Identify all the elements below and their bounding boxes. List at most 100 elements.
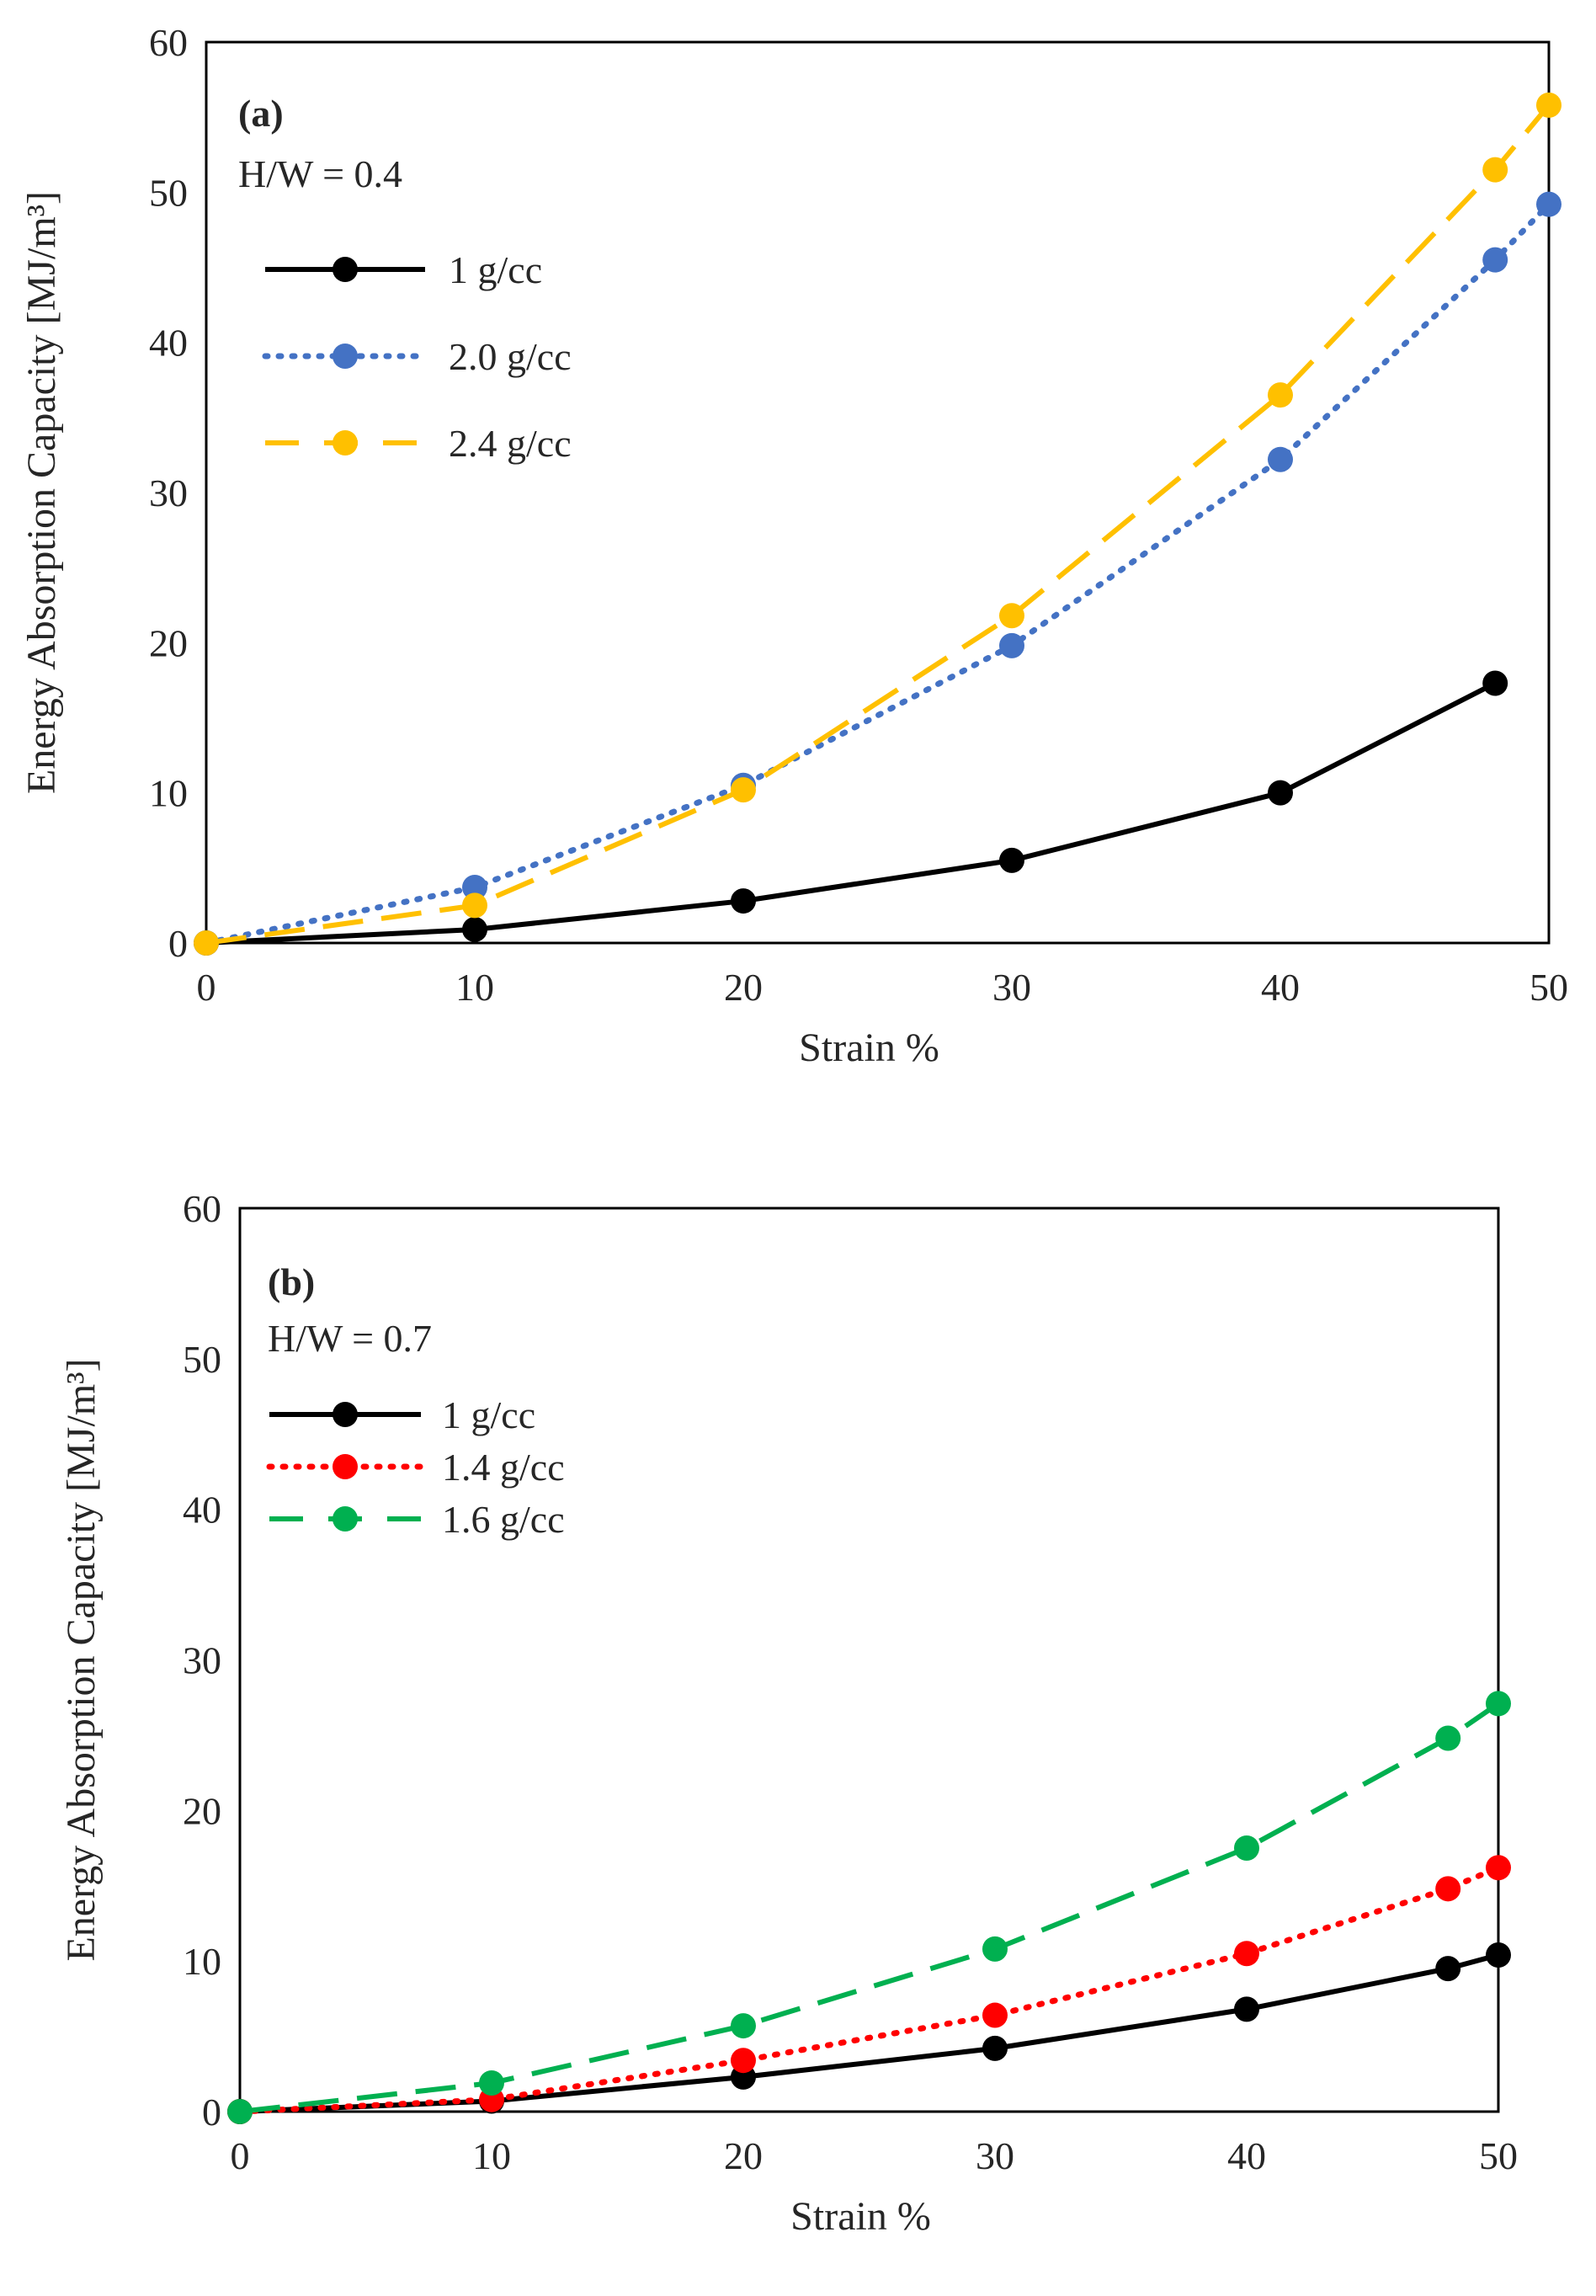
series-2-4-g-cc-group — [194, 92, 1561, 956]
legend-marker — [332, 344, 358, 369]
data-point — [982, 2035, 1008, 2061]
data-point — [999, 632, 1024, 658]
series-line — [205, 680, 1497, 946]
x-tick-label: 0 — [197, 966, 216, 1009]
x-tick-label: 10 — [472, 2134, 511, 2177]
data-point — [1268, 382, 1293, 408]
data-point — [1482, 670, 1508, 696]
legend-entry: 1 g/cc — [265, 248, 542, 291]
legend-entry: 1.6 g/cc — [269, 1498, 565, 1541]
legend-label: 1 g/cc — [442, 1393, 535, 1436]
legend-marker — [332, 1402, 358, 1427]
legend-label: 2.0 g/cc — [449, 335, 572, 378]
x-tick-label: 40 — [1227, 2134, 1266, 2177]
x-tick-label: 50 — [1530, 966, 1568, 1009]
series-1-g-cc-group — [194, 670, 1508, 956]
series-2-0-g-cc-group — [194, 191, 1561, 956]
data-point — [999, 603, 1024, 629]
x-tick-label: 10 — [455, 966, 494, 1009]
x-tick-label: 30 — [992, 966, 1031, 1009]
data-point — [462, 916, 487, 942]
y-tick-label: 40 — [149, 322, 188, 365]
x-tick-label: 50 — [1479, 2134, 1518, 2177]
data-point — [1536, 92, 1561, 118]
data-point — [1268, 446, 1293, 472]
y-tick-label: 60 — [149, 21, 188, 64]
data-point — [982, 1936, 1008, 1962]
legend-entry: 1 g/cc — [269, 1393, 535, 1436]
data-point — [1435, 1876, 1461, 1902]
legend-label: 1.6 g/cc — [442, 1498, 565, 1541]
y-tick-label: 40 — [183, 1489, 221, 1532]
legend-entry: 2.0 g/cc — [262, 335, 572, 378]
legend-label: 1.4 g/cc — [442, 1446, 565, 1489]
legend-label: 2.4 g/cc — [449, 422, 572, 465]
data-point — [194, 930, 219, 956]
data-point — [731, 2048, 756, 2074]
legend-marker — [332, 430, 358, 455]
chart-panel-b: 0 10 20 30 40 50 60 0 10 20 30 40 50 Strain % Energy A… — [59, 1187, 1518, 2239]
y-axis-title: Energy Absorption Capacity [MJ/m³] — [59, 1358, 104, 1961]
y-tick-label: 10 — [183, 1940, 221, 1983]
y-tick-label: 20 — [149, 621, 188, 664]
data-point — [731, 777, 756, 803]
data-point — [462, 875, 487, 901]
legend-marker — [332, 257, 358, 282]
x-axis-title: Strain % — [790, 2194, 931, 2239]
y-tick-label: 50 — [183, 1338, 221, 1381]
data-point — [1486, 1691, 1511, 1717]
panel-label: (b) — [268, 1260, 315, 1303]
series-line — [205, 103, 1551, 946]
series-1-g-cc-group — [227, 1942, 1511, 2124]
series-line — [239, 1701, 1500, 2114]
y-tick-label: 50 — [149, 171, 188, 214]
data-point — [982, 2002, 1008, 2028]
data-point — [1234, 1941, 1259, 1967]
data-point — [462, 892, 487, 919]
data-point — [731, 2013, 756, 2039]
data-point — [1234, 1835, 1259, 1862]
data-point — [1482, 247, 1508, 273]
data-point — [1486, 1942, 1511, 1968]
x-axis-title: Strain % — [799, 1025, 939, 1070]
data-point — [999, 847, 1024, 873]
series-line — [203, 201, 1552, 946]
legend-marker — [332, 1454, 358, 1479]
legend-label: 1 g/cc — [449, 248, 542, 291]
data-point — [731, 888, 756, 914]
data-point — [1435, 1956, 1461, 1982]
legend-marker — [332, 1506, 358, 1532]
data-point — [1482, 157, 1508, 183]
plot-area-frame — [238, 1207, 1500, 2113]
data-point — [1234, 1996, 1259, 2022]
panel-label: (a) — [238, 92, 284, 135]
y-tick-label: 0 — [168, 922, 188, 965]
data-point — [227, 2099, 253, 2124]
y-tick-label: 30 — [149, 471, 188, 514]
y-axis-title: Energy Absorption Capacity [MJ/m³] — [19, 191, 64, 794]
x-tick-label: 0 — [231, 2134, 250, 2177]
x-tick-label: 40 — [1261, 966, 1300, 1009]
y-tick-label: 10 — [149, 772, 188, 815]
panel-subtitle: H/W = 0.7 — [268, 1317, 432, 1360]
data-point — [1435, 1725, 1461, 1751]
plot-area-frame — [205, 40, 1551, 945]
series-1-4-g-cc-group — [227, 1855, 1511, 2124]
x-tick-label: 20 — [724, 966, 763, 1009]
y-tick-label: 30 — [183, 1639, 221, 1682]
panel-subtitle: H/W = 0.4 — [238, 152, 402, 195]
series-line — [237, 1864, 1502, 2115]
data-point — [1268, 780, 1293, 806]
y-tick-label: 20 — [183, 1789, 221, 1832]
data-point — [479, 2070, 504, 2096]
series-1-6-g-cc-group — [227, 1691, 1511, 2124]
x-tick-label: 20 — [724, 2134, 763, 2177]
y-tick-label: 60 — [183, 1187, 221, 1230]
legend-entry: 2.4 g/cc — [265, 422, 572, 465]
y-tick-label: 0 — [202, 2091, 221, 2134]
data-point — [1536, 191, 1561, 217]
x-tick-label: 30 — [976, 2134, 1014, 2177]
data-point — [1486, 1855, 1511, 1881]
chart-panel-a: 0 10 20 30 40 50 60 0 10 20 30 40 50 Strain % Energy A… — [19, 21, 1568, 1070]
